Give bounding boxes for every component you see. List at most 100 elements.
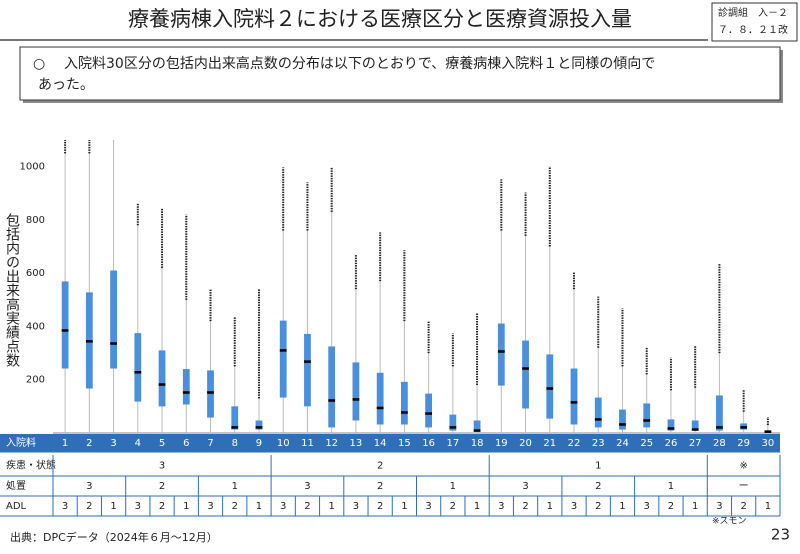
box (619, 409, 626, 430)
y-tick-label: 200 (26, 375, 45, 386)
ref-line: ７．８．２１改 (718, 23, 788, 36)
category-label: 10 (277, 438, 290, 449)
summary-text: 入院料30区分の包括内出来高点数の分布は以下のとおりで、療養病棟入院料１と同様の… (64, 55, 655, 72)
adl-cell: 1 (328, 501, 334, 512)
disease-cell: ※ (739, 461, 747, 472)
category-label: 14 (374, 438, 387, 449)
category-label: 27 (689, 438, 702, 449)
adl-cell: 2 (86, 501, 92, 512)
ref-box (711, 2, 798, 42)
adl-cell: 3 (62, 501, 68, 512)
y-tick-label: 600 (26, 268, 45, 279)
box (546, 354, 554, 419)
treatment-cell: 3 (86, 481, 92, 492)
box (667, 419, 675, 431)
adl-cell: 3 (498, 501, 504, 512)
adl-cell: 2 (522, 501, 528, 512)
category-label: 1 (62, 438, 68, 449)
category-label: 24 (616, 438, 629, 449)
treatment-cell: 1 (450, 481, 456, 492)
category-label: 19 (495, 438, 508, 449)
page-number: 23 (771, 526, 790, 544)
y-tick-label: 1000 (20, 162, 45, 173)
treatment-cell: ー (739, 481, 749, 492)
box (425, 393, 433, 428)
category-label: 23 (592, 438, 605, 449)
adl-cell: 1 (110, 501, 116, 512)
box (182, 369, 190, 405)
category-label: 16 (422, 438, 435, 449)
adl-cell: 1 (401, 501, 407, 512)
category-label: 2 (86, 438, 92, 449)
category-label: 9 (256, 438, 262, 449)
row-header: ADL (6, 501, 27, 512)
adl-cell: 3 (135, 501, 141, 512)
note: ※スモン (712, 517, 747, 527)
category-label: 22 (568, 438, 581, 449)
box (61, 281, 69, 369)
adl-cell: 3 (425, 501, 431, 512)
box (279, 320, 287, 398)
category-label: 18 (471, 438, 484, 449)
treatment-cell: 3 (304, 481, 310, 492)
category-label: 3 (110, 438, 116, 449)
table-header-bg (0, 434, 780, 452)
box (716, 395, 723, 431)
y-tick-label: 800 (26, 215, 45, 226)
adl-cell: 2 (159, 501, 165, 512)
adl-cell: 2 (668, 501, 674, 512)
disease-cell: 2 (377, 461, 383, 472)
box (328, 346, 336, 428)
box (134, 333, 142, 402)
category-label: 8 (232, 438, 238, 449)
box (691, 420, 699, 431)
box (231, 406, 239, 430)
treatment-cell: 1 (232, 481, 238, 492)
category-label: 12 (325, 438, 338, 449)
category-label: 21 (543, 438, 556, 449)
adl-cell: 3 (644, 501, 650, 512)
adl-cell: 1 (619, 501, 625, 512)
treatment-cell: 1 (668, 481, 674, 492)
category-label: 25 (640, 438, 653, 449)
source: 出典：DPCデータ（2024年６月～12月） (10, 530, 218, 544)
adl-cell: 1 (256, 501, 262, 512)
box (449, 414, 457, 431)
adl-cell: 1 (692, 501, 698, 512)
adl-cell: 2 (377, 501, 383, 512)
category-label: 4 (135, 438, 141, 449)
disease-cell: 3 (159, 461, 165, 472)
category-label: 11 (301, 438, 314, 449)
category-label: 20 (519, 438, 532, 449)
adl-cell: 2 (304, 501, 310, 512)
category-label: 29 (737, 438, 750, 449)
box (255, 420, 263, 430)
adl-cell: 1 (547, 501, 553, 512)
disease-cell: 1 (595, 461, 601, 472)
adl-cell: 3 (280, 501, 286, 512)
box (643, 403, 651, 428)
box (207, 370, 214, 418)
box (304, 333, 311, 407)
category-label: 6 (183, 438, 189, 449)
category-label: 13 (350, 438, 363, 449)
ref-line: 診調組 入－２ (718, 6, 788, 19)
treatment-cell: 2 (159, 481, 165, 492)
adl-cell: 2 (740, 501, 746, 512)
box (352, 362, 360, 421)
adl-cell: 1 (765, 501, 771, 512)
y-tick-label: 400 (26, 321, 45, 332)
category-label: 30 (762, 438, 775, 449)
category-label: 17 (446, 438, 459, 449)
box (522, 340, 529, 409)
box (400, 381, 408, 425)
adl-cell: 3 (716, 501, 722, 512)
category-label: 15 (398, 438, 411, 449)
title: 療養病棟入院料２における医療区分と医療資源投入量 (128, 7, 632, 31)
category-label: 26 (665, 438, 678, 449)
bullet: ○ (33, 56, 45, 72)
treatment-cell: 2 (377, 481, 383, 492)
summary-text: あった。 (38, 77, 94, 93)
box (570, 368, 578, 425)
